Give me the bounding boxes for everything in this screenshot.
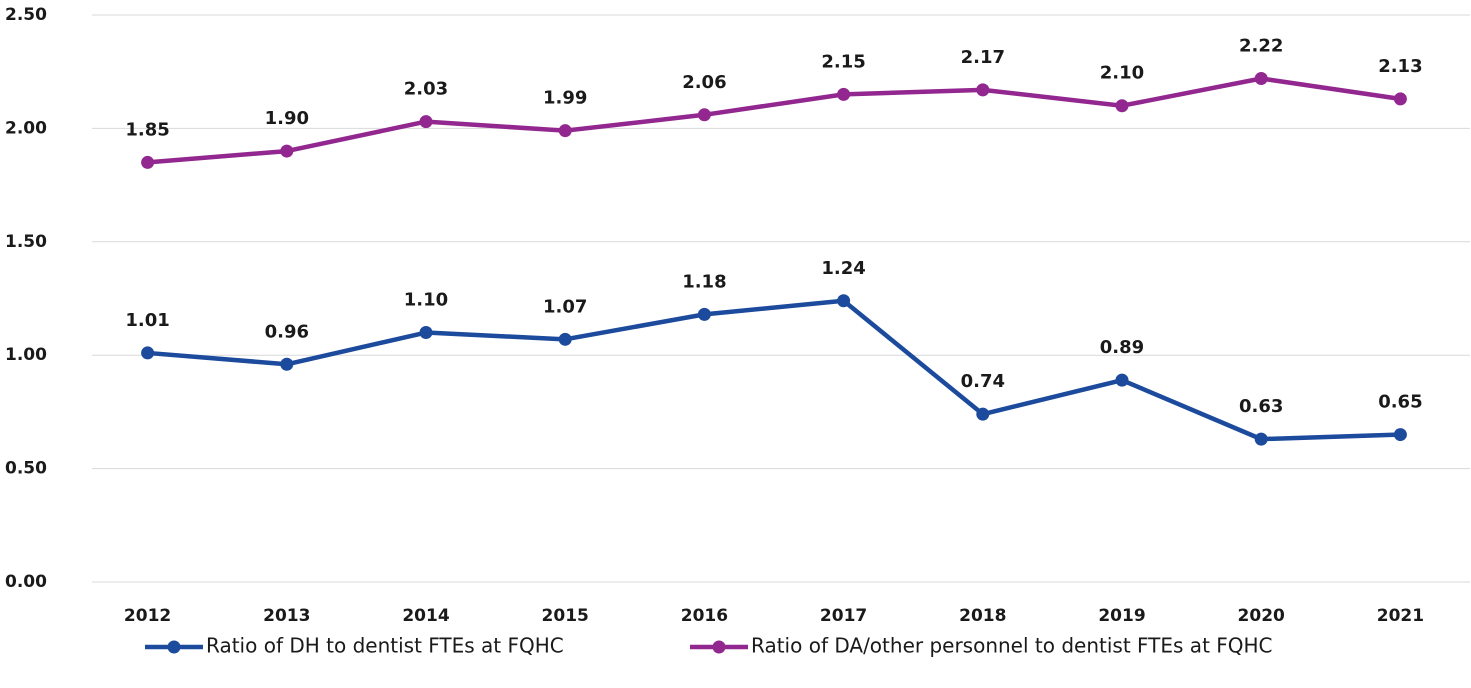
y-tick-label: 0.50 bbox=[5, 459, 47, 479]
x-tick-label: 2013 bbox=[263, 606, 310, 626]
x-tick-label: 2020 bbox=[1238, 606, 1285, 626]
data-label: 2.15 bbox=[821, 51, 865, 72]
series-line bbox=[147, 298, 1401, 442]
data-label: 0.89 bbox=[1100, 337, 1144, 358]
data-label: 1.85 bbox=[125, 119, 169, 140]
data-point bbox=[976, 407, 990, 421]
x-tick-label: 2018 bbox=[959, 606, 1006, 626]
data-label: 2.06 bbox=[682, 72, 726, 93]
data-label: 2.03 bbox=[404, 79, 448, 100]
x-tick-label: 2019 bbox=[1098, 606, 1145, 626]
x-tick-label: 2015 bbox=[542, 606, 589, 626]
data-point bbox=[837, 294, 851, 308]
data-point bbox=[1115, 99, 1129, 113]
data-label: 1.24 bbox=[821, 258, 865, 279]
data-point bbox=[419, 326, 433, 340]
y-tick-label: 1.50 bbox=[5, 232, 47, 252]
data-point bbox=[837, 87, 851, 101]
data-point bbox=[1393, 92, 1407, 106]
x-tick-label: 2014 bbox=[402, 606, 449, 626]
data-point bbox=[280, 357, 294, 371]
data-label: 1.90 bbox=[265, 108, 309, 129]
data-point bbox=[976, 83, 990, 97]
data-point bbox=[419, 115, 433, 129]
data-label: 0.74 bbox=[961, 371, 1005, 392]
data-label: 1.18 bbox=[682, 271, 726, 292]
x-tick-label: 2021 bbox=[1377, 606, 1424, 626]
data-label: 2.13 bbox=[1378, 56, 1422, 77]
x-tick-label: 2016 bbox=[681, 606, 728, 626]
data-point bbox=[1115, 373, 1129, 387]
data-label: 0.96 bbox=[265, 321, 309, 342]
data-point bbox=[1393, 428, 1407, 442]
data-label: 1.99 bbox=[543, 88, 587, 109]
data-point bbox=[558, 124, 572, 138]
data-point bbox=[1254, 432, 1268, 446]
x-tick-label: 2017 bbox=[820, 606, 867, 626]
data-label: 1.07 bbox=[543, 296, 587, 317]
y-tick-label: 0.00 bbox=[5, 572, 47, 592]
y-tick-label: 2.50 bbox=[5, 5, 47, 25]
data-point bbox=[1254, 72, 1268, 86]
y-tick-label: 1.00 bbox=[5, 345, 47, 365]
data-point bbox=[280, 144, 294, 158]
legend-label: Ratio of DA/other personnel to dentist F… bbox=[751, 634, 1273, 658]
data-label: 1.10 bbox=[404, 290, 448, 311]
legend-marker bbox=[712, 640, 726, 654]
data-label: 1.01 bbox=[125, 310, 169, 331]
data-point bbox=[141, 155, 155, 169]
data-label: 2.22 bbox=[1239, 36, 1283, 57]
data-label: 0.65 bbox=[1378, 392, 1422, 413]
data-point bbox=[697, 307, 711, 321]
legend-marker bbox=[167, 640, 181, 654]
data-point bbox=[697, 108, 711, 122]
data-label: 2.10 bbox=[1100, 63, 1144, 84]
x-tick-label: 2012 bbox=[124, 606, 171, 626]
y-tick-label: 2.00 bbox=[5, 118, 47, 138]
data-label: 0.63 bbox=[1239, 396, 1283, 417]
data-point bbox=[558, 332, 572, 346]
legend-label: Ratio of DH to dentist FTEs at FQHC bbox=[206, 634, 564, 658]
series-line bbox=[147, 76, 1401, 165]
data-point bbox=[141, 346, 155, 360]
data-label: 2.17 bbox=[961, 47, 1005, 68]
